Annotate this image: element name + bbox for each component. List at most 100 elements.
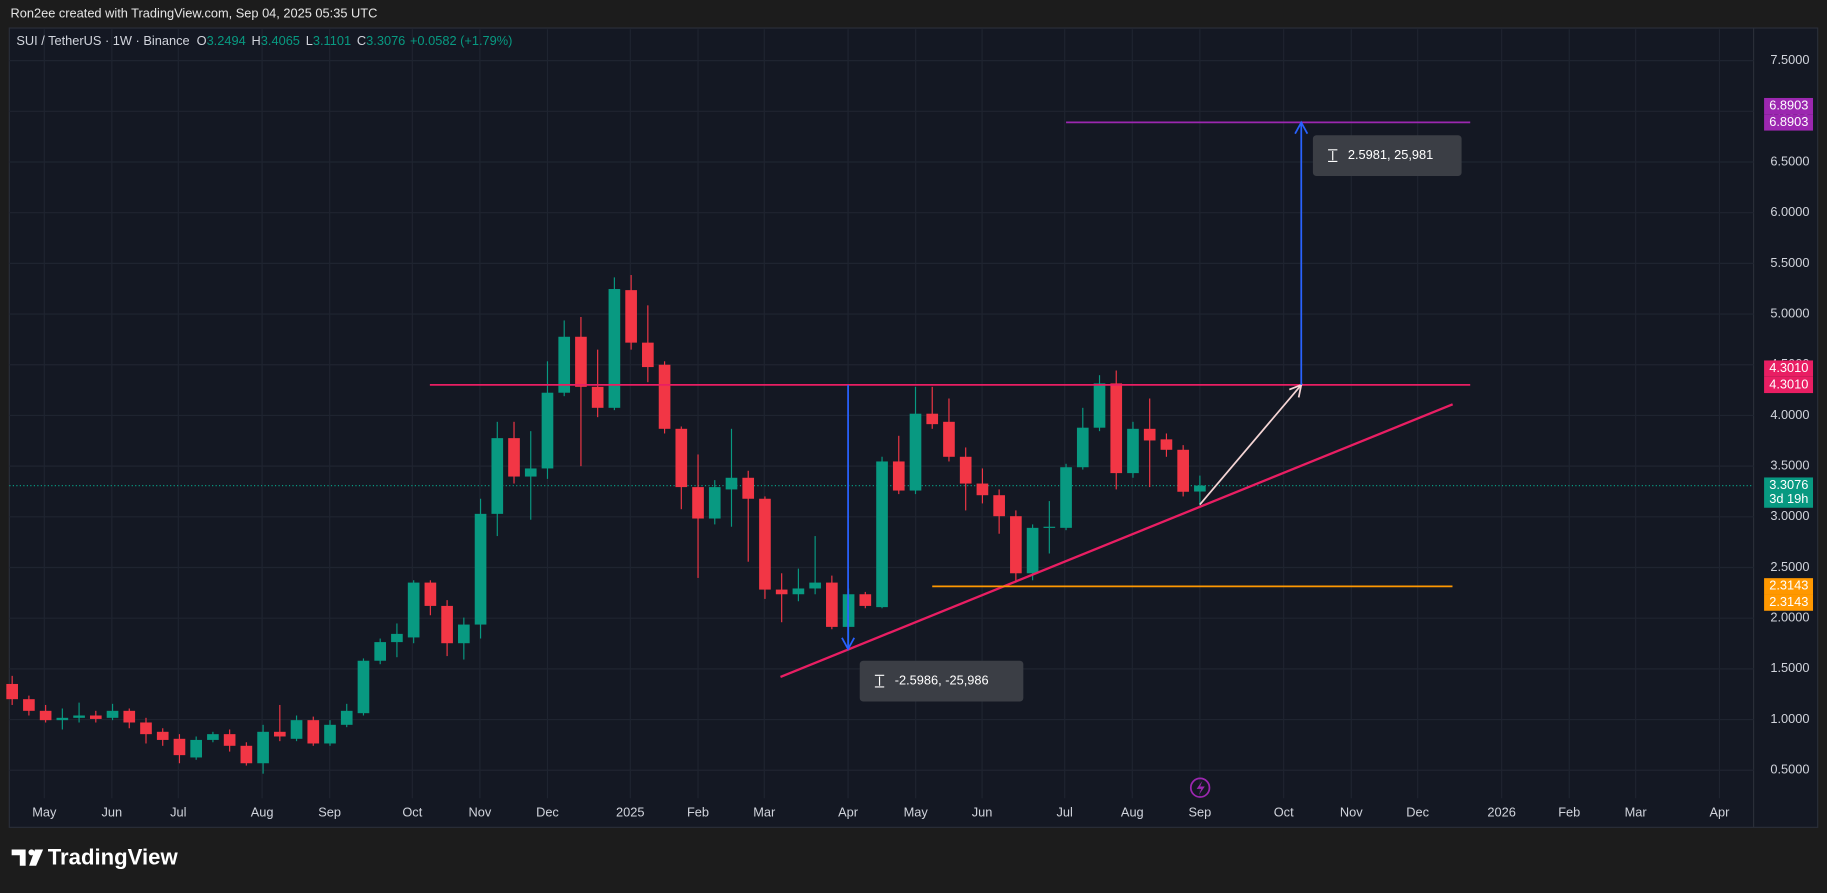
measure-box: [1312, 135, 1462, 177]
x-tick-label: Oct: [402, 805, 422, 820]
replay-icon[interactable]: [1189, 777, 1211, 798]
arrow-head: [841, 637, 855, 651]
x-tick-label: Nov: [1340, 805, 1363, 820]
y-tick-label: 4.0000: [1770, 407, 1809, 422]
candle-body: [424, 582, 437, 606]
candle-body: [892, 461, 905, 491]
x-tick-label: 2026: [1487, 805, 1515, 820]
candle-body: [56, 717, 69, 721]
x-tick-label: May: [904, 805, 929, 820]
x-tick-label: Jun: [102, 805, 123, 820]
candle-body: [976, 483, 989, 496]
legend-key: H: [252, 33, 261, 48]
y-tick-label: 1.5000: [1770, 660, 1809, 675]
candle-body: [859, 594, 872, 606]
price-tag: [1764, 578, 1814, 595]
x-tick-label: Nov: [469, 805, 492, 820]
y-tick-label: 2.0000: [1770, 610, 1809, 625]
candle-body: [792, 588, 805, 595]
candle-body: [89, 715, 102, 719]
candle-body: [407, 582, 420, 638]
attribution: Ron2ee created with TradingView.com, Sep…: [10, 5, 377, 20]
candle-body: [491, 438, 504, 514]
candle-body: [775, 589, 788, 595]
x-tick-label: Oct: [1274, 805, 1294, 820]
x-tick-label: Dec: [1406, 805, 1429, 820]
measure-label: 2.5981, 25,981: [1348, 147, 1433, 162]
candle-body: [1043, 526, 1056, 528]
candle-body: [23, 699, 35, 711]
candle-body: [742, 477, 755, 499]
price-tag-label: 2.3143: [1769, 578, 1808, 593]
plot-layer: 0.5000 1.0000 1.5000 2.0000 2.5000 3.0000 3.50…: [6, 29, 1814, 820]
legend-low: 3.1101: [313, 33, 351, 48]
brand-logo: [11, 849, 44, 866]
price-tag: [1764, 477, 1814, 508]
candle-body: [324, 724, 336, 744]
candle-body: [1093, 383, 1106, 428]
candle-body: [692, 487, 704, 519]
candle-body: [106, 710, 119, 718]
y-tick-label: 3.5000: [1770, 458, 1809, 473]
candle-body: [675, 428, 688, 488]
y-tick-label: 2.5000: [1770, 559, 1809, 574]
legend-change: +0.0582 (+1.79%): [410, 33, 512, 48]
icon-bolt: [1196, 780, 1205, 795]
x-tick-label: 2025: [616, 805, 644, 820]
brand-name: TradingView: [48, 845, 179, 870]
price-tag: [1764, 594, 1814, 611]
candle-body: [374, 642, 387, 661]
x-tick-label: Mar: [753, 805, 776, 820]
icon-circle: [1189, 777, 1211, 798]
candle-body: [1194, 485, 1206, 492]
candle-body: [575, 336, 587, 387]
y-tick-label: 6.5000: [1770, 153, 1809, 168]
candle-body: [943, 421, 955, 457]
candle-body: [340, 710, 353, 725]
projection-arrow: [1199, 384, 1302, 506]
measure-icon: [1328, 149, 1338, 163]
candle-body: [909, 413, 922, 491]
candle-body: [993, 495, 1005, 517]
x-tick-label: Jul: [1057, 805, 1073, 820]
price-tag: [1764, 360, 1814, 377]
candle-body: [876, 461, 888, 608]
candle-body: [123, 710, 136, 723]
candle-body: [290, 720, 303, 739]
candle-body: [1026, 527, 1039, 574]
candle-body: [156, 731, 169, 740]
candle-body: [190, 739, 203, 758]
logo-mark: [29, 849, 44, 866]
candle-body: [257, 731, 269, 764]
candle-body: [708, 487, 721, 519]
legend-key: O: [197, 33, 207, 48]
candle-body: [625, 290, 637, 343]
legend-close: 3.3076: [366, 33, 405, 48]
x-tick-label: Feb: [687, 805, 709, 820]
candle-body: [826, 582, 838, 627]
y-tick-label: 1.0000: [1770, 711, 1809, 726]
chart-legend: SUI / TetherUS · 1W · Binance O3.2494 H3.4…: [16, 33, 512, 48]
logo-mark: [11, 849, 26, 866]
candle-body: [658, 364, 671, 429]
price-tag: [1764, 114, 1814, 131]
candle-body: [1177, 449, 1189, 492]
logo-mark: [28, 849, 35, 856]
candle-body: [759, 498, 771, 590]
x-tick-label: Feb: [1558, 805, 1580, 820]
candle-body: [441, 605, 453, 644]
candle-body: [1110, 383, 1123, 474]
candle-body: [391, 633, 403, 643]
price-tag-label: 4.3010: [1769, 376, 1808, 391]
legend-open: 3.2494: [207, 33, 246, 48]
candle-body: [474, 513, 487, 625]
candle-body: [524, 468, 537, 477]
candle-body: [240, 745, 253, 764]
candle-body: [926, 413, 939, 425]
candle-body: [1010, 516, 1022, 574]
x-tick-label: Mar: [1625, 805, 1648, 820]
chart-title: SUI / TetherUS · 1W · Binance: [16, 33, 189, 48]
candle-body: [140, 722, 152, 735]
candle-body: [959, 456, 972, 484]
